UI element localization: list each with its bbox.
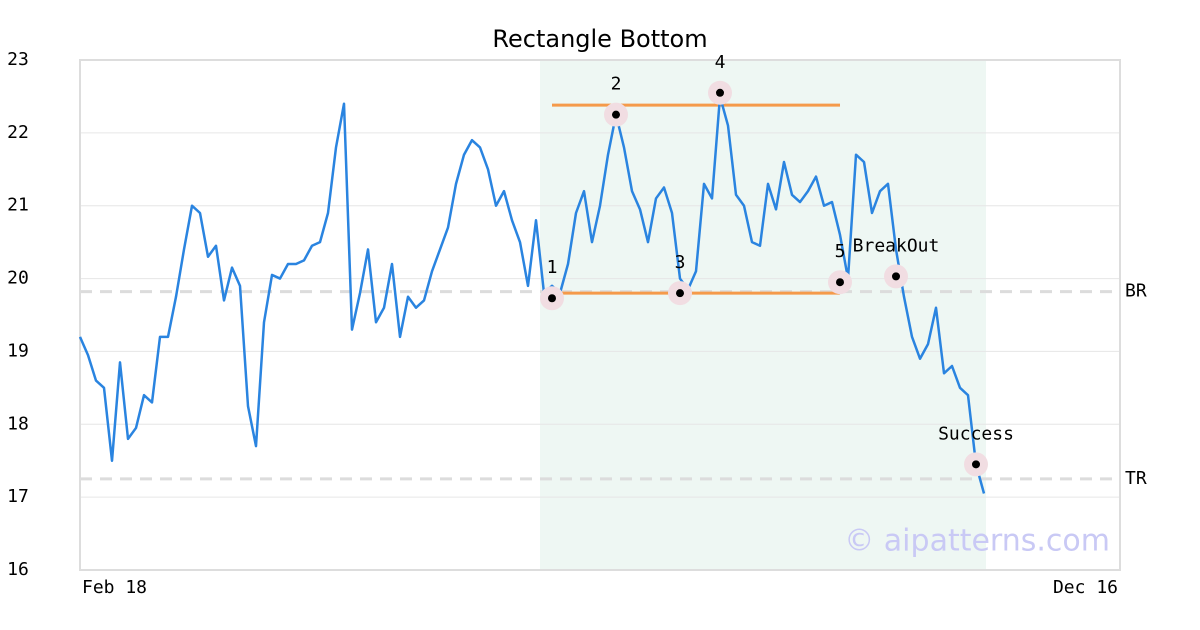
marker-dot: [892, 272, 900, 281]
price-line: [78, 95, 986, 494]
x-tick-label: Dec 16: [1053, 577, 1118, 598]
y-tick-label: 21: [7, 195, 29, 216]
marker-dot: [676, 289, 684, 298]
marker-label: 3: [675, 252, 686, 273]
marker-label: 1: [547, 257, 558, 278]
marker-dot: [548, 294, 556, 303]
marker-label: BreakOut: [853, 235, 940, 256]
y-tick-label: 18: [7, 413, 29, 434]
marker-dot: [716, 88, 724, 97]
reference-label: BR: [1125, 281, 1147, 302]
marker-dot: [836, 278, 844, 287]
y-tick-label: 17: [7, 486, 29, 507]
marker-dot: [612, 110, 620, 119]
chart-title: Rectangle Bottom: [492, 25, 707, 53]
y-tick-label: 16: [7, 559, 29, 580]
marker-label: 2: [611, 74, 622, 95]
y-tick-label: 19: [7, 340, 29, 361]
marker-label: 4: [715, 52, 726, 73]
marker-label: 5: [835, 241, 846, 262]
marker-label: Success: [938, 423, 1014, 444]
plot-frame: [79, 59, 1121, 571]
marker-dot: [972, 460, 980, 469]
x-tick-label: Feb 18: [82, 577, 147, 598]
watermark: © aipatterns.com: [844, 524, 1110, 559]
pattern-region: [540, 60, 986, 570]
reference-label: TR: [1125, 468, 1147, 489]
y-tick-label: 23: [7, 49, 29, 70]
y-tick-label: 22: [7, 122, 29, 143]
y-tick-label: 20: [7, 268, 29, 289]
